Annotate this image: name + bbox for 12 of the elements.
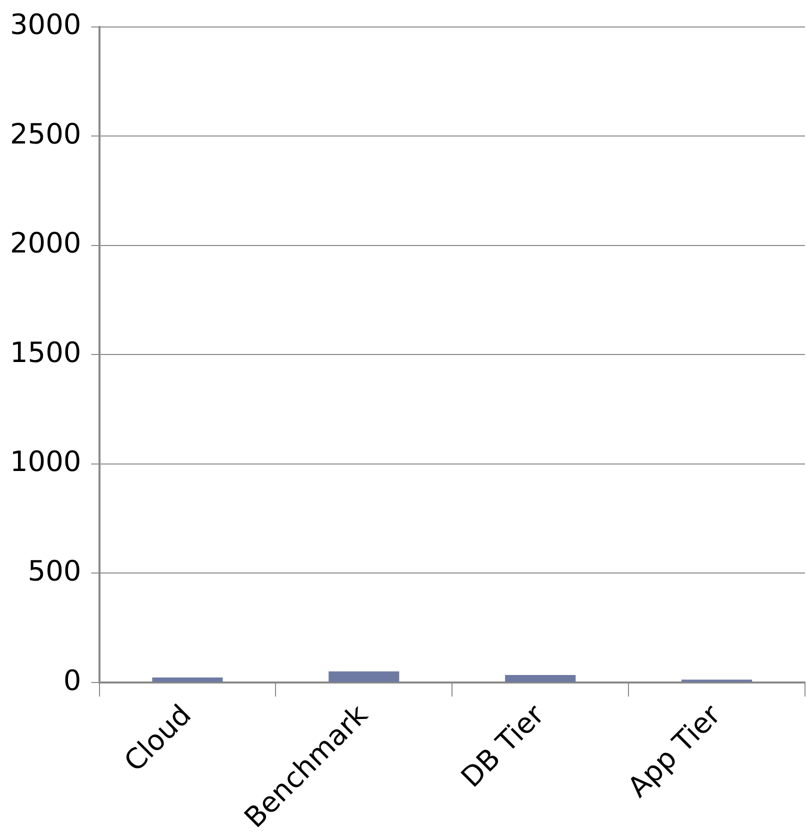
x-tick-label: DB Tier — [454, 698, 551, 794]
bar — [328, 671, 400, 682]
y-tick-label: 0 — [63, 664, 82, 697]
y-tick-label: 2000 — [10, 226, 82, 260]
y-tick-label: 3000 — [10, 8, 82, 42]
y-tick-label: 500 — [28, 554, 82, 588]
x-tick-label: App Tier — [621, 698, 728, 804]
bar — [152, 677, 223, 682]
y-tick-label: 1000 — [10, 445, 82, 478]
y-tick-label: 2500 — [10, 117, 82, 150]
y-tick-label: 1500 — [10, 336, 82, 369]
bar — [505, 675, 576, 682]
